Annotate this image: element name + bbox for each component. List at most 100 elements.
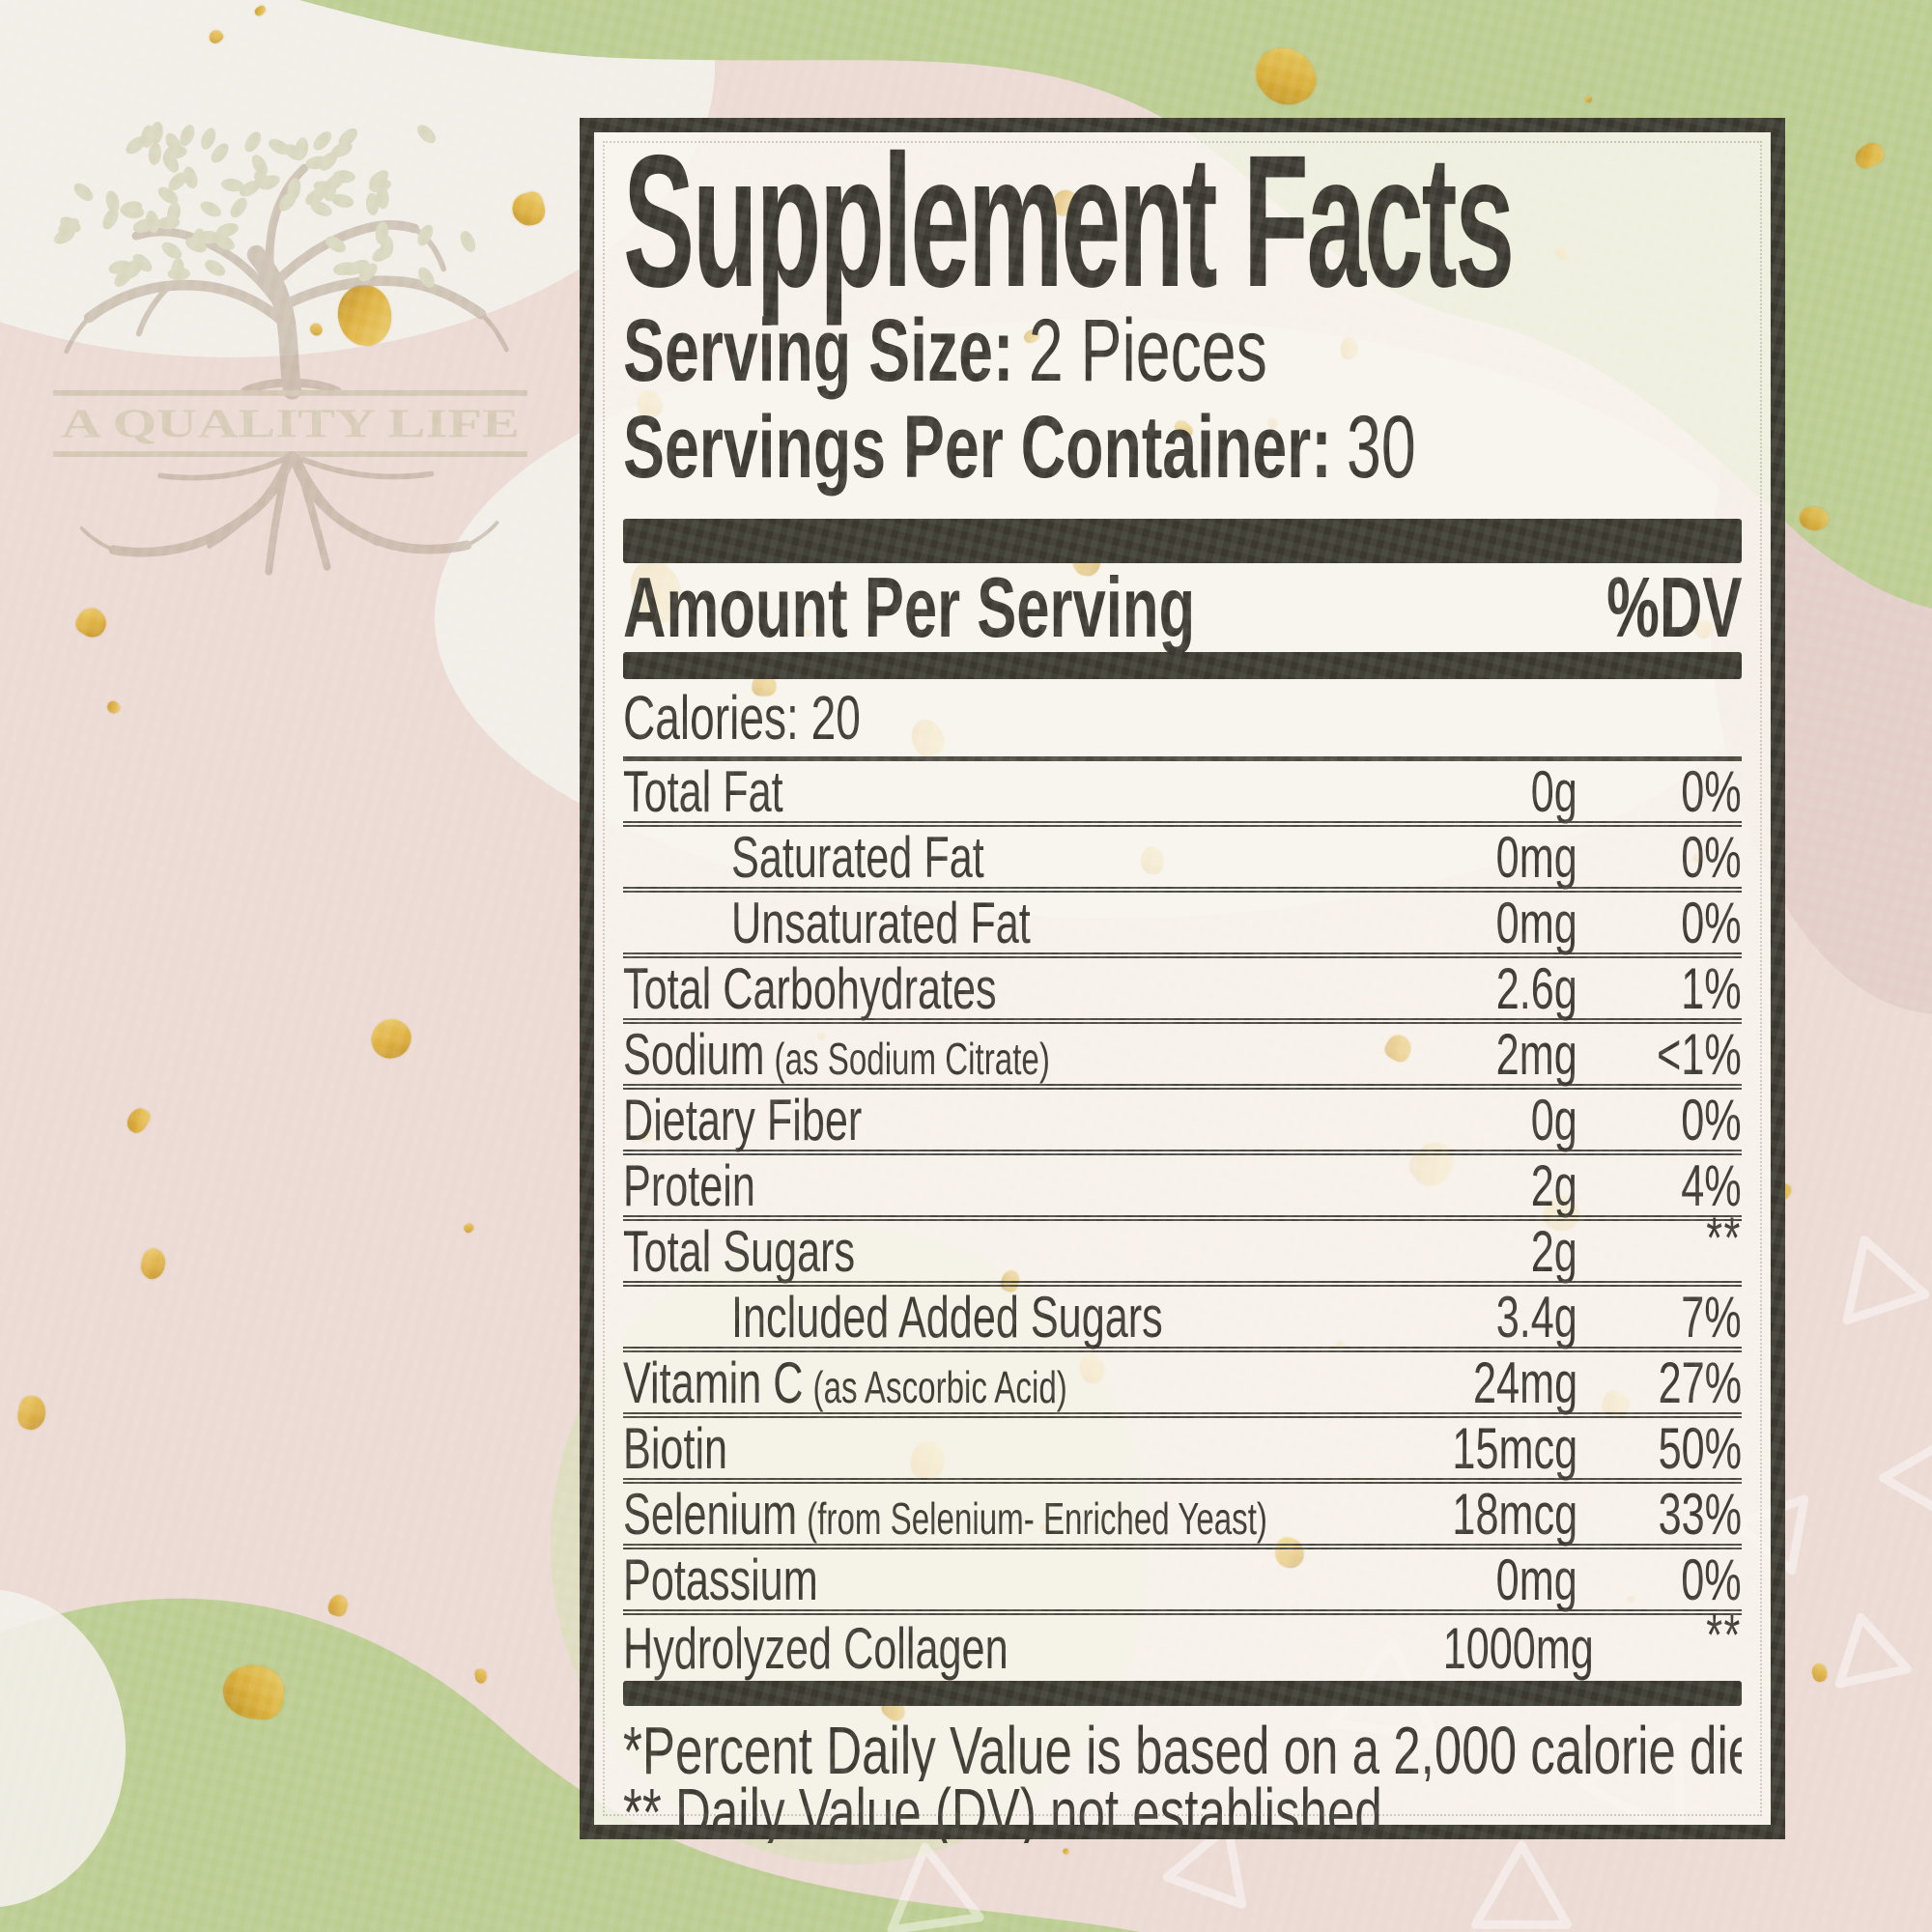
nutrient-amount: 0g xyxy=(1530,758,1577,824)
nutrient-amount: 2g xyxy=(1530,1152,1577,1218)
calories-row: Calories: 20 xyxy=(623,679,1742,761)
nutrient-dv: 0% xyxy=(1681,1547,1742,1612)
gold-fleck xyxy=(1246,36,1325,116)
gold-fleck xyxy=(123,1104,154,1137)
nutrient-amount: 2g xyxy=(1530,1218,1577,1284)
calories-text: Calories: 20 xyxy=(623,683,861,753)
nutrient-amount: 2.6g xyxy=(1495,955,1577,1021)
facts-row: Hydrolyzed Collagen 1000mg ** xyxy=(623,1603,1742,1681)
logo-text: A QUALITY LIFE xyxy=(61,402,520,447)
nutrient-dv: 7% xyxy=(1681,1284,1742,1350)
nutrient-amount: 0mg xyxy=(1495,890,1577,955)
facts-row: Protein 2g 4% xyxy=(623,1152,1742,1221)
gold-fleck xyxy=(219,1661,288,1723)
gold-fleck xyxy=(1584,97,1593,103)
nutrient-name: Total Sugars xyxy=(623,1218,856,1284)
dv-header: %DV xyxy=(1605,559,1742,655)
nutrient-name: Hydrolyzed Collagen xyxy=(623,1615,1009,1681)
gold-fleck xyxy=(207,27,226,46)
facts-row: Included Added Sugars 3.4g 7% xyxy=(623,1284,1742,1352)
gold-fleck xyxy=(253,4,269,18)
nutrient-name: Included Added Sugars xyxy=(731,1284,1163,1350)
nutrient-dv: ** xyxy=(1706,1206,1742,1271)
nutrient-note: (from Selenium- Enriched Yeast) xyxy=(807,1492,1267,1544)
gold-fleck xyxy=(326,1592,351,1618)
gold-fleck xyxy=(1810,1662,1829,1684)
nutrient-name: Vitamin C xyxy=(623,1350,804,1415)
gold-fleck xyxy=(135,1245,171,1284)
facts-row: Vitamin C (as Ascorbic Acid) 24mg 27% xyxy=(623,1350,1742,1418)
gold-fleck xyxy=(71,603,112,642)
facts-row: Unsaturated Fat 0mg 0% xyxy=(623,890,1742,958)
facts-row: Dietary Fiber 0g 0% xyxy=(623,1087,1742,1155)
servings-per-container-value: 30 xyxy=(1347,398,1416,497)
facts-row: Potassium 0mg 0% xyxy=(623,1547,1742,1615)
nutrient-amount: 18mcg xyxy=(1452,1481,1577,1547)
nutrient-amount: 0mg xyxy=(1495,1547,1577,1612)
gold-fleck xyxy=(1799,506,1830,531)
nutrient-name: Potassium xyxy=(623,1547,818,1612)
footnotes: *Percent Daily Value is based on a 2,000… xyxy=(623,1719,1742,1843)
gold-fleck xyxy=(104,698,123,717)
tree-roots-icon xyxy=(79,451,499,576)
facts-row: Biotin 15mcg 50% xyxy=(623,1415,1742,1484)
facts-row: Total Carbohydrates 2.6g 1% xyxy=(623,955,1742,1024)
facts-table: Total Fat 0g 0% Saturated Fat 0mg 0% Uns… xyxy=(623,758,1742,1681)
serving-size-label: Serving Size: xyxy=(623,301,1014,400)
supplement-facts-panel: Supplement Facts Serving Size: 2 Pieces S… xyxy=(580,116,1785,1843)
nutrient-name: Total Carbohydrates xyxy=(623,955,997,1021)
nutrient-amount: 1000mg xyxy=(1442,1615,1594,1681)
nutrient-name: Saturated Fat xyxy=(731,824,984,890)
nutrient-dv: 0% xyxy=(1681,824,1742,890)
servings-per-container-line: Servings Per Container: 30 xyxy=(623,399,1742,496)
divider-bar xyxy=(623,519,1742,563)
facts-row: Selenium (from Selenium- Enriched Yeast) … xyxy=(623,1481,1742,1549)
nutrient-amount: 0g xyxy=(1530,1087,1577,1152)
nutrient-dv: 33% xyxy=(1658,1481,1742,1547)
nutrient-dv: 0% xyxy=(1681,758,1742,824)
divider-bar xyxy=(623,652,1742,679)
gold-fleck xyxy=(1851,139,1888,172)
nutrient-dv: 4% xyxy=(1681,1152,1742,1218)
nutrient-amount: 2mg xyxy=(1495,1021,1577,1087)
gold-fleck xyxy=(15,1394,48,1433)
nutrient-amount: 24mg xyxy=(1472,1350,1577,1415)
nutrient-name: Unsaturated Fat xyxy=(731,890,1031,955)
nutrient-name: Total Fat xyxy=(623,758,783,824)
nutrient-note: (as Ascorbic Acid) xyxy=(812,1361,1067,1412)
nutrient-name: Protein xyxy=(623,1152,755,1218)
nutrient-dv: 27% xyxy=(1658,1350,1742,1415)
nutrient-dv: ** xyxy=(1706,1603,1742,1668)
footnote: *Percent Daily Value is based on a 2,000… xyxy=(623,1719,1742,1781)
nutrient-amount: 15mcg xyxy=(1452,1415,1577,1481)
gold-fleck xyxy=(462,1221,475,1234)
serving-size-value: 2 Pieces xyxy=(1028,301,1267,400)
footnote: ** Daily Value (DV) not established xyxy=(623,1781,1382,1843)
nutrient-dv: 0% xyxy=(1681,890,1742,955)
gold-fleck xyxy=(364,1012,418,1065)
facts-row: Total Fat 0g 0% xyxy=(623,758,1742,827)
divider-bar xyxy=(623,1681,1742,1706)
serving-size-line: Serving Size: 2 Pieces xyxy=(623,302,1742,399)
nutrient-name: Dietary Fiber xyxy=(623,1087,863,1152)
facts-row: Saturated Fat 0mg 0% xyxy=(623,824,1742,893)
servings-per-container-label: Servings Per Container: xyxy=(623,398,1332,497)
panel-title: Supplement Facts xyxy=(623,116,1515,327)
nutrient-dv: 0% xyxy=(1681,1087,1742,1152)
nutrient-name: Biotin xyxy=(623,1415,728,1481)
nutrient-dv: <1% xyxy=(1657,1021,1742,1087)
table-header-row: Amount Per Serving %DV xyxy=(623,559,1742,655)
nutrient-amount: 0mg xyxy=(1495,824,1577,890)
tree-leaves-icon xyxy=(53,121,476,288)
nutrient-dv: 1% xyxy=(1681,955,1742,1021)
facts-row: Total Sugars 2g ** xyxy=(623,1206,1742,1287)
nutrient-amount: 3.4g xyxy=(1495,1284,1577,1350)
nutrient-note: (as Sodium Citrate) xyxy=(774,1033,1050,1084)
nutrient-name: Sodium xyxy=(623,1021,765,1087)
gold-fleck xyxy=(1062,1848,1069,1856)
gold-fleck xyxy=(473,1667,488,1685)
nutrient-dv: 50% xyxy=(1658,1415,1742,1481)
nutrient-name: Selenium xyxy=(623,1481,798,1547)
brand-logo: A QUALITY LIFE xyxy=(53,121,527,576)
